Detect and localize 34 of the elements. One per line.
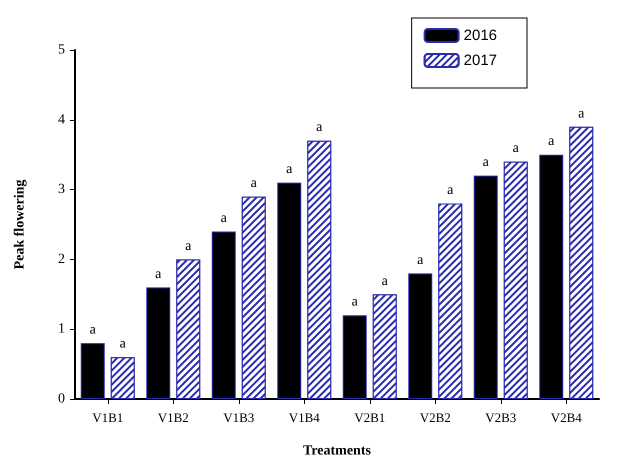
data-label: a [417,252,424,268]
y-tick-label: 3 [58,182,65,198]
data-label: a [286,162,294,178]
data-label: a [250,176,258,192]
y-tick-label: 0 [58,392,65,406]
data-label: a [352,294,359,310]
y-tick-label: 2 [58,252,65,267]
data-label: a [482,155,490,170]
y-axis-title: Peak flowering [12,180,28,270]
data-label: a [512,141,520,156]
x-axis-title: Treatments [303,444,372,458]
x-tick-label: V1B2 [158,410,189,425]
legend-label: 2016 [464,27,498,44]
data-label: a [316,120,324,136]
data-label: a [548,134,556,150]
legend-label: 2017 [464,52,498,69]
y-tick-label: 1 [58,322,65,337]
y-tick-label: 5 [58,42,65,58]
x-tick-label: V2B3 [485,410,516,425]
data-label: a [578,106,586,122]
data-label: a [382,274,389,289]
data-label: a [120,336,127,352]
x-tick-label: V2B2 [420,410,451,425]
data-label: a [447,183,454,198]
x-tick-label: V1B3 [223,410,254,425]
x-tick-label: V1B4 [288,410,320,425]
data-label: a [220,210,228,226]
y-tick-label: 4 [58,112,65,128]
data-label: a [90,322,97,338]
data-label: a [155,266,162,282]
x-tick-label: V2B1 [354,410,386,425]
x-tick-label: V1B1 [92,410,124,425]
data-label: a [185,238,192,254]
x-tick-label: V2B4 [550,410,582,425]
